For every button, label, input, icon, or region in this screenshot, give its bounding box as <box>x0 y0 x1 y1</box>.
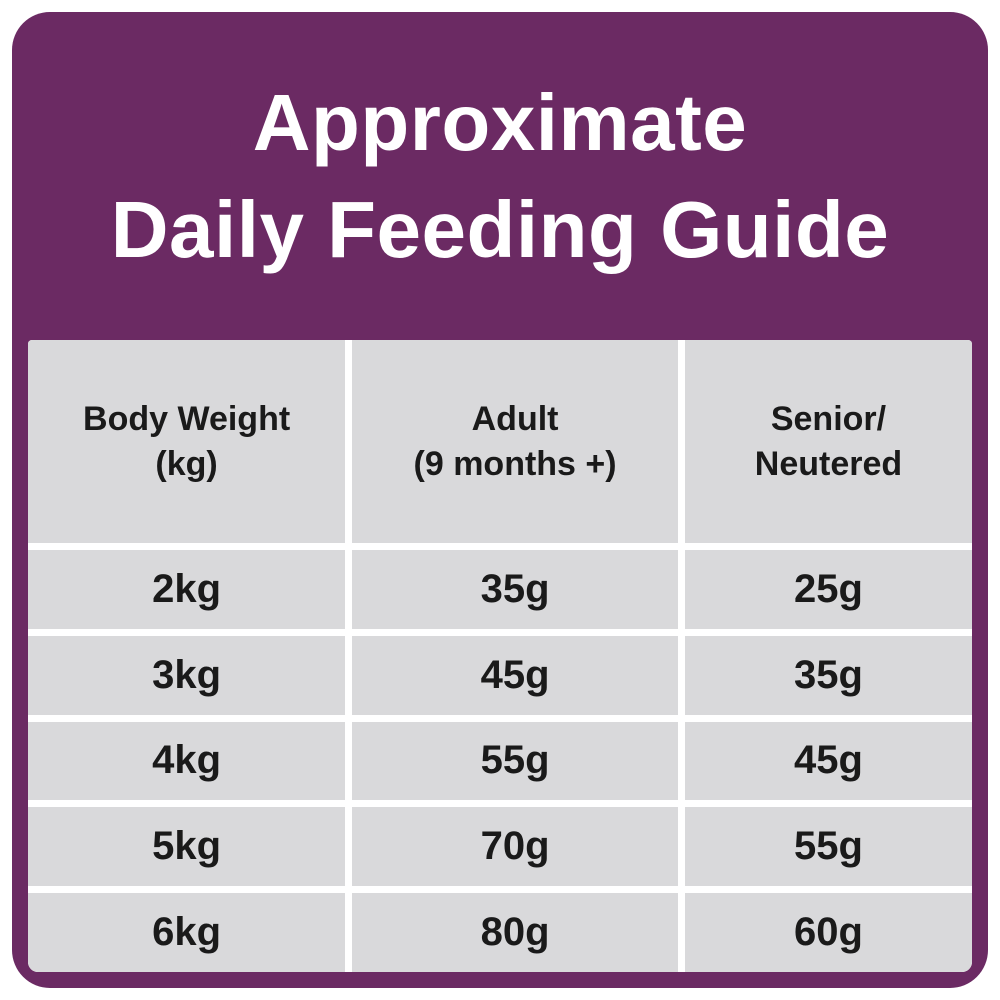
header-line: Neutered <box>754 444 903 483</box>
cell-weight-row4: 5kg <box>28 807 346 887</box>
cell-adult-row3: 55g <box>352 721 678 801</box>
cell-senior-row4: 55g <box>684 807 972 887</box>
cell-senior-row3: 45g <box>684 721 972 801</box>
cell-weight-row5: 6kg <box>28 893 346 972</box>
cell-adult-row5: 80g <box>352 893 678 972</box>
cell-senior-row5: 60g <box>684 893 972 972</box>
cell-weight-row1: 2kg <box>28 550 346 629</box>
title-line-2: Daily Feeding Guide <box>110 185 890 274</box>
feeding-guide-card: Approximate Daily Feeding Guide Body Wei… <box>12 12 988 988</box>
column-header-adult: Adult (9 months +) <box>352 340 678 543</box>
cell-senior-row1: 25g <box>684 550 972 629</box>
cell-weight-row3: 4kg <box>28 721 346 801</box>
header-line: Senior/ <box>770 400 887 439</box>
cell-adult-row2: 45g <box>352 635 678 715</box>
page-title: Approximate Daily Feeding Guide <box>12 12 988 340</box>
column-header-body-weight: Body Weight (kg) <box>28 340 346 543</box>
header-line: Adult <box>471 400 559 439</box>
cell-adult-row4: 70g <box>352 807 678 887</box>
header-line: (kg) <box>155 444 218 483</box>
feeding-table: Body Weight (kg) Adult (9 months +) Seni… <box>28 340 972 972</box>
cell-weight-row2: 3kg <box>28 635 346 715</box>
cell-senior-row2: 35g <box>684 635 972 715</box>
cell-adult-row1: 35g <box>352 550 678 629</box>
column-header-senior-neutered: Senior/ Neutered <box>684 340 972 543</box>
title-line-1: Approximate <box>252 77 748 167</box>
header-line: (9 months +) <box>413 444 617 483</box>
header-line: Body Weight <box>83 400 291 439</box>
